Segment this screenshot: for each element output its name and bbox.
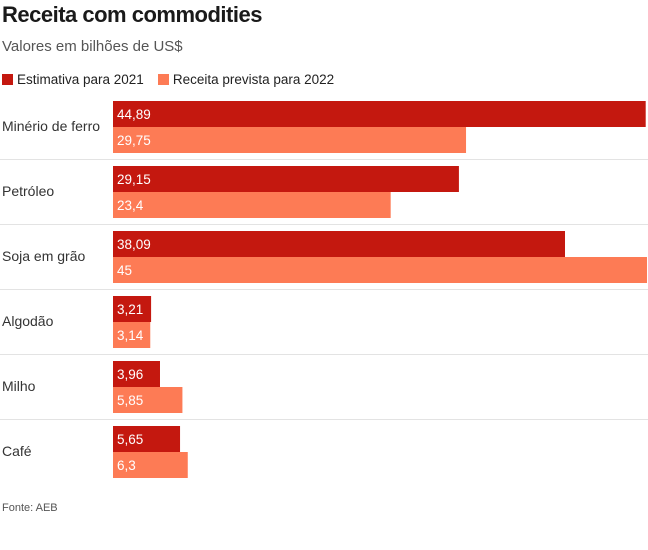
category-label-algodao: Algodão <box>2 313 54 329</box>
legend-swatch-2022 <box>157 74 169 85</box>
category-label-minerio-de-ferro: Minério de ferro <box>2 118 100 134</box>
chart-title: Receita com commodities <box>2 2 262 27</box>
bar-petroleo-2022 <box>113 192 391 218</box>
bar-milho-2021 <box>113 361 160 387</box>
category-label-soja-em-grao: Soja em grão <box>2 248 85 264</box>
value-label-cafe-2021: 5,65 <box>117 432 143 447</box>
bar-soja-em-grao-2021 <box>113 231 566 257</box>
bar-soja-em-grao-2022 <box>113 257 647 283</box>
value-label-milho-2022: 5,85 <box>117 393 143 408</box>
bar-minerio-de-ferro-2022 <box>113 127 467 153</box>
value-label-petroleo-2022: 23,4 <box>117 198 144 213</box>
chart-subtitle: Valores em bilhões de US$ <box>2 38 183 55</box>
value-label-cafe-2022: 6,3 <box>117 458 136 473</box>
bar-petroleo-2021 <box>113 166 459 192</box>
bar-algodao-2022 <box>113 322 151 348</box>
source-note: Fonte: AEB <box>2 502 58 514</box>
legend-item-2022: Receita prevista para 2022 <box>157 72 335 87</box>
legend-label-2021: Estimativa para 2021 <box>17 72 144 87</box>
bar-algodao-2021 <box>113 296 152 322</box>
legend-item-2021: Estimativa para 2021 <box>2 72 144 87</box>
value-label-minerio-de-ferro-2022: 29,75 <box>117 133 151 148</box>
category-label-milho: Milho <box>2 378 36 394</box>
value-label-petroleo-2021: 29,15 <box>117 172 151 187</box>
bar-cafe-2021 <box>113 426 181 452</box>
value-label-minerio-de-ferro-2021: 44,89 <box>117 107 151 122</box>
value-label-milho-2021: 3,96 <box>117 367 143 382</box>
category-label-petroleo: Petróleo <box>2 183 54 199</box>
bar-milho-2022 <box>113 387 183 413</box>
value-label-soja-em-grao-2022: 45 <box>117 263 132 278</box>
value-label-soja-em-grao-2021: 38,09 <box>117 237 151 252</box>
value-label-algodao-2021: 3,21 <box>117 302 143 317</box>
legend: Estimativa para 2021 Receita prevista pa… <box>2 72 348 87</box>
category-label-cafe: Café <box>2 443 32 459</box>
bar-cafe-2022 <box>113 452 188 478</box>
value-label-algodao-2022: 3,14 <box>117 328 144 343</box>
bar-minerio-de-ferro-2021 <box>113 101 646 127</box>
bar-chart: Minério de ferro 44,89 29,75 Petróleo 29,15 2… <box>0 101 648 478</box>
legend-swatch-2021 <box>2 74 13 85</box>
legend-label-2022: Receita prevista para 2022 <box>172 72 335 87</box>
